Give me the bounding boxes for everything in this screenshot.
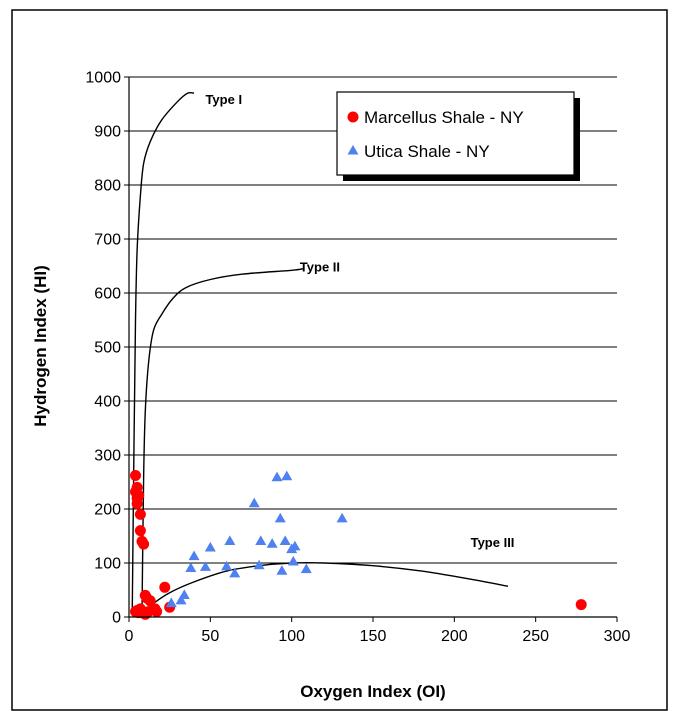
y-axis-title: Hydrogen Index (HI) — [31, 265, 50, 427]
data-point-utica — [276, 565, 288, 575]
data-point-marcellus — [133, 490, 145, 501]
data-point-utica — [199, 561, 211, 571]
data-point-utica — [175, 594, 187, 605]
data-point-marcellus — [134, 525, 146, 537]
x-tick-label: 150 — [360, 628, 387, 645]
data-point-utica — [281, 470, 293, 481]
data-point-utica — [165, 597, 177, 608]
data-point-utica — [271, 471, 283, 482]
data-point-marcellus — [134, 603, 146, 615]
legend-box — [336, 91, 575, 176]
y-tick-label: 800 — [94, 178, 121, 195]
y-tick-label: 1000 — [85, 70, 121, 87]
data-point-utica — [289, 540, 301, 551]
y-tick-label: 200 — [94, 502, 121, 519]
data-point-utica — [185, 562, 197, 572]
data-point-utica — [336, 512, 348, 523]
legend-marker-utica — [347, 145, 359, 155]
data-point-utica — [255, 535, 267, 545]
x-tick-label: 0 — [125, 628, 134, 645]
x-axis-title: Oxygen Index (OI) — [300, 682, 445, 701]
data-point-marcellus — [151, 606, 163, 618]
data-point-marcellus — [130, 470, 142, 482]
legend-label-utica: Utica Shale - NY — [364, 142, 490, 161]
data-point-utica — [188, 550, 200, 561]
data-point-utica — [274, 512, 286, 523]
x-tick-label: 200 — [441, 628, 468, 645]
y-tick-label: 100 — [94, 556, 121, 573]
data-point-utica — [300, 563, 312, 574]
data-point-utica — [248, 497, 260, 508]
reference-curve-2 — [141, 268, 304, 612]
data-point-utica — [279, 535, 291, 545]
y-tick-label: 300 — [94, 448, 121, 465]
curve-label-1: Type I — [205, 92, 242, 107]
data-point-utica — [204, 541, 216, 552]
y-tick-label: 400 — [94, 394, 121, 411]
x-tick-label: 300 — [604, 628, 631, 645]
curve-label-3: Type III — [471, 535, 515, 550]
y-tick-label: 700 — [94, 232, 121, 249]
reference-curves — [131, 91, 509, 613]
data-point-utica — [221, 560, 233, 571]
y-tick-label: 900 — [94, 124, 121, 141]
axes — [124, 76, 618, 622]
legend: Marcellus Shale - NY Utica Shale - NY — [336, 91, 580, 181]
data-point-utica — [224, 535, 236, 545]
y-tick-label: 0 — [112, 610, 121, 627]
x-tick-label: 50 — [201, 628, 219, 645]
data-point-marcellus — [159, 581, 171, 593]
data-point-marcellus — [138, 538, 150, 550]
legend-marker-marcellus — [347, 111, 359, 123]
tick-labels: 0 100 200 300 400 500 600 700 800 900 1000 0 50 100 15… — [85, 70, 630, 646]
y-tick-label: 500 — [94, 340, 121, 357]
x-tick-label: 100 — [278, 628, 305, 645]
data-point-utica — [178, 589, 190, 599]
reference-curve-3 — [144, 561, 509, 613]
data-points — [130, 470, 587, 620]
legend-label-marcellus: Marcellus Shale - NY — [364, 108, 524, 127]
reference-curve-1 — [131, 91, 195, 612]
curve-labels: Type I Type II Type III — [205, 92, 514, 550]
x-tick-label: 250 — [522, 628, 549, 645]
y-tick-label: 600 — [94, 286, 121, 303]
data-point-utica — [287, 555, 299, 566]
data-point-marcellus — [134, 508, 146, 520]
data-point-utica — [253, 559, 265, 570]
curve-label-2: Type II — [300, 259, 340, 274]
data-point-utica — [229, 567, 241, 578]
data-point-marcellus — [144, 595, 156, 607]
data-point-utica — [266, 538, 278, 548]
data-point-marcellus — [575, 599, 587, 611]
